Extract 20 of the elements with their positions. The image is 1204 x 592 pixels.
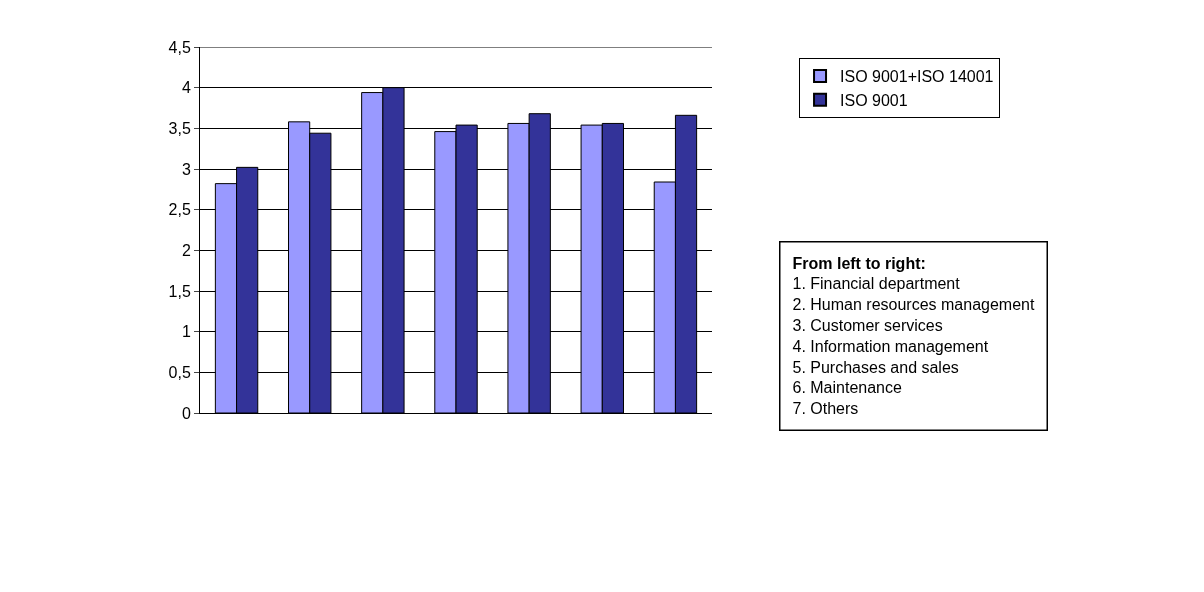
text: 4. Information management	[792, 337, 989, 355]
y-tick-label: 2,5	[168, 201, 191, 219]
text: 3. Customer services	[792, 316, 943, 334]
legend-label: ISO 9001	[840, 91, 908, 109]
y-tick-label: 2	[181, 241, 191, 259]
y-tick-label: 1	[181, 323, 191, 341]
legend-label: ISO 9001+ISO 14001	[840, 68, 994, 86]
text: 5. Purchases and sales	[792, 358, 959, 376]
y-tick-label: 0	[181, 404, 191, 422]
text: From left to right:	[792, 254, 926, 272]
y-tick-label: 4	[181, 79, 191, 97]
y-tick-label: 1,5	[168, 282, 191, 300]
text: 2. Human resources management	[792, 296, 1035, 314]
text: 6. Maintenance	[792, 379, 903, 397]
y-tick-label: 4,5	[168, 38, 191, 56]
y-tick-label: 0,5	[168, 363, 191, 381]
y-tick-label: 3,5	[168, 119, 191, 137]
text: 1. Financial department	[792, 275, 961, 293]
y-tick-label: 3	[181, 160, 191, 178]
text: 7. Others	[792, 400, 859, 418]
